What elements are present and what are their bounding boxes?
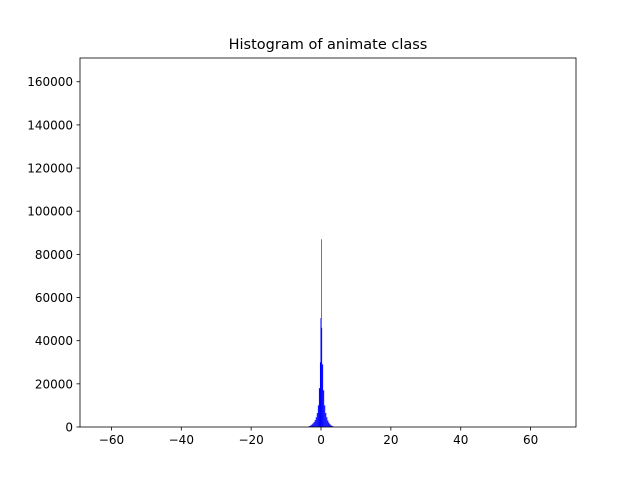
x-tick-label: 0 [317, 433, 325, 447]
histogram-bar-24 [331, 425, 333, 427]
histogram-bar-2 [310, 425, 312, 427]
chart-title: Histogram of animate class [229, 37, 428, 53]
y-tick-label: 0 [65, 421, 73, 435]
x-tick-label: −60 [99, 433, 124, 447]
x-tick-label: 40 [453, 433, 468, 447]
x-tick-label: 20 [383, 433, 398, 447]
x-tick-label: −40 [169, 433, 194, 447]
y-tick-label: 140000 [27, 118, 73, 132]
histogram-bar-7 [315, 417, 317, 427]
y-tick-label: 20000 [35, 377, 73, 391]
y-tick-label: 120000 [27, 162, 73, 176]
y-tick-label: 80000 [35, 248, 73, 262]
y-tick-label: 40000 [35, 334, 73, 348]
histogram-bar-16 [323, 390, 325, 427]
histogram-bar-6 [314, 420, 316, 427]
x-tick-label: 60 [523, 433, 538, 447]
histogram-bar-4 [312, 423, 314, 427]
histogram-bar-1 [309, 425, 311, 427]
histogram-bar-15 [322, 364, 324, 427]
histogram-bar-11 [319, 362, 321, 427]
histogram-bar-20 [327, 420, 329, 427]
histogram-bar-9 [317, 405, 319, 427]
histogram-bar-19 [326, 417, 328, 427]
histogram-bar-23 [330, 425, 332, 427]
histogram-bar-5 [313, 422, 315, 427]
histogram-bar-14 [321, 327, 323, 427]
x-axis-ticks: −60 −40 −20 0 20 40 60 [99, 427, 538, 447]
histogram-bar-8 [316, 412, 318, 427]
histogram-bar-18 [325, 412, 327, 427]
plot-area-frame [79, 57, 577, 428]
y-tick-label: 100000 [27, 205, 73, 219]
histogram-bar-13 [321, 239, 322, 427]
y-tick-label: 160000 [27, 75, 73, 89]
histogram-bar-3 [311, 424, 313, 427]
x-tick-label: −20 [238, 433, 263, 447]
y-axis-ticks: 0 20000 40000 60000 80000 100000 120000 140000 1… [27, 75, 80, 435]
histogram-bar-21 [328, 422, 330, 427]
histogram-bar-22 [329, 424, 331, 427]
histogram-bar-17 [324, 405, 326, 427]
histogram-bar-12 [320, 318, 322, 427]
histogram-bar-10 [318, 388, 320, 427]
y-tick-label: 60000 [35, 291, 73, 305]
histogram-bars [308, 239, 334, 427]
